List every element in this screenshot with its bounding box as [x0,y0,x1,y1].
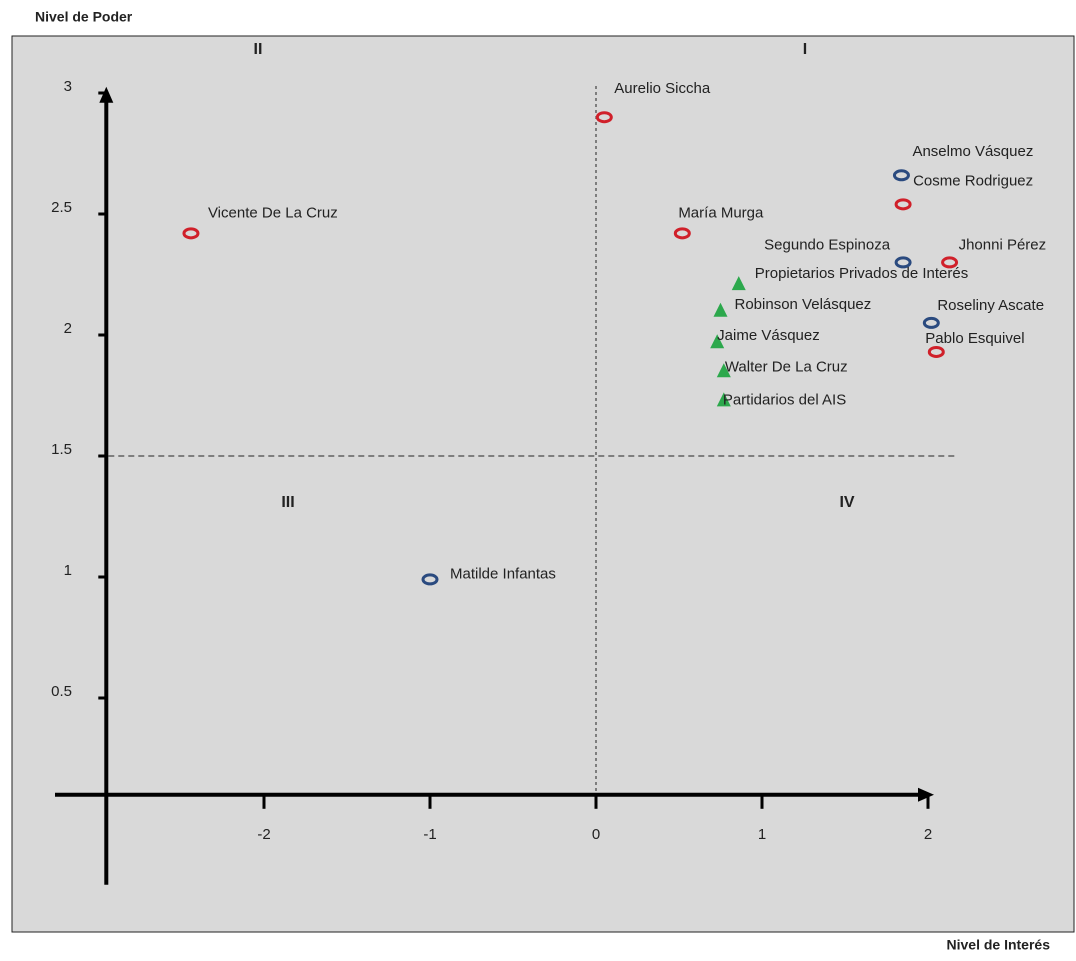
point-label: Propietarios Privados de Interés [755,265,968,282]
point [892,169,910,182]
point [894,198,912,211]
quadrant-label: I [803,41,807,58]
x-tick-label: -1 [423,826,436,843]
y-tick-label: 2 [64,320,72,337]
quadrant-label: III [281,494,294,511]
point-label: Partidarios del AIS [723,391,846,408]
x-axis-label: Nivel de Interés [947,937,1051,953]
x-tick-label: 2 [924,826,932,843]
point-label: Anselmo Vásquez [912,143,1033,160]
y-axis-arrow [99,86,114,103]
y-tick-label: 1.5 [51,441,72,458]
point-label: Matilde Infantas [450,565,556,582]
point [927,345,945,358]
point-label: María Murga [678,204,764,221]
quadrant-label: IV [839,494,854,511]
point [941,256,959,269]
point-label: Walter De La Cruz [725,358,848,375]
point-label: Vicente De La Cruz [208,204,338,221]
point-label: Cosme Rodriguez [913,172,1033,189]
y-axis-label: Nivel de Poder [35,9,133,25]
point-label: Jhonni Pérez [959,236,1047,253]
y-tick-label: 1 [64,562,72,579]
point-label: Jaime Vásquez [717,327,820,344]
point-label: Segundo Espinoza [764,236,891,253]
point [595,111,613,124]
plot-area [11,35,1075,933]
point-label: Aurelio Siccha [614,80,711,97]
point [421,573,439,586]
point-label: Roseliny Ascate [937,297,1044,314]
x-axis-arrow [918,787,934,802]
y-tick-label: 0.5 [51,683,72,700]
y-tick-label: 2.5 [51,199,72,216]
x-tick-label: -2 [257,826,270,843]
point [716,392,731,407]
point [731,276,746,291]
point [710,334,725,349]
point [182,227,200,240]
y-tick-label: 3 [64,78,72,95]
point [894,256,912,269]
point [713,302,728,317]
point-label: Pablo Esquivel [925,330,1024,347]
point [922,316,940,329]
x-tick-label: 1 [758,826,766,843]
quadrant-label: II [254,41,263,58]
x-tick-label: 0 [592,826,600,843]
point [673,227,691,240]
point [716,363,731,378]
point-label: Robinson Velásquez [735,296,872,313]
